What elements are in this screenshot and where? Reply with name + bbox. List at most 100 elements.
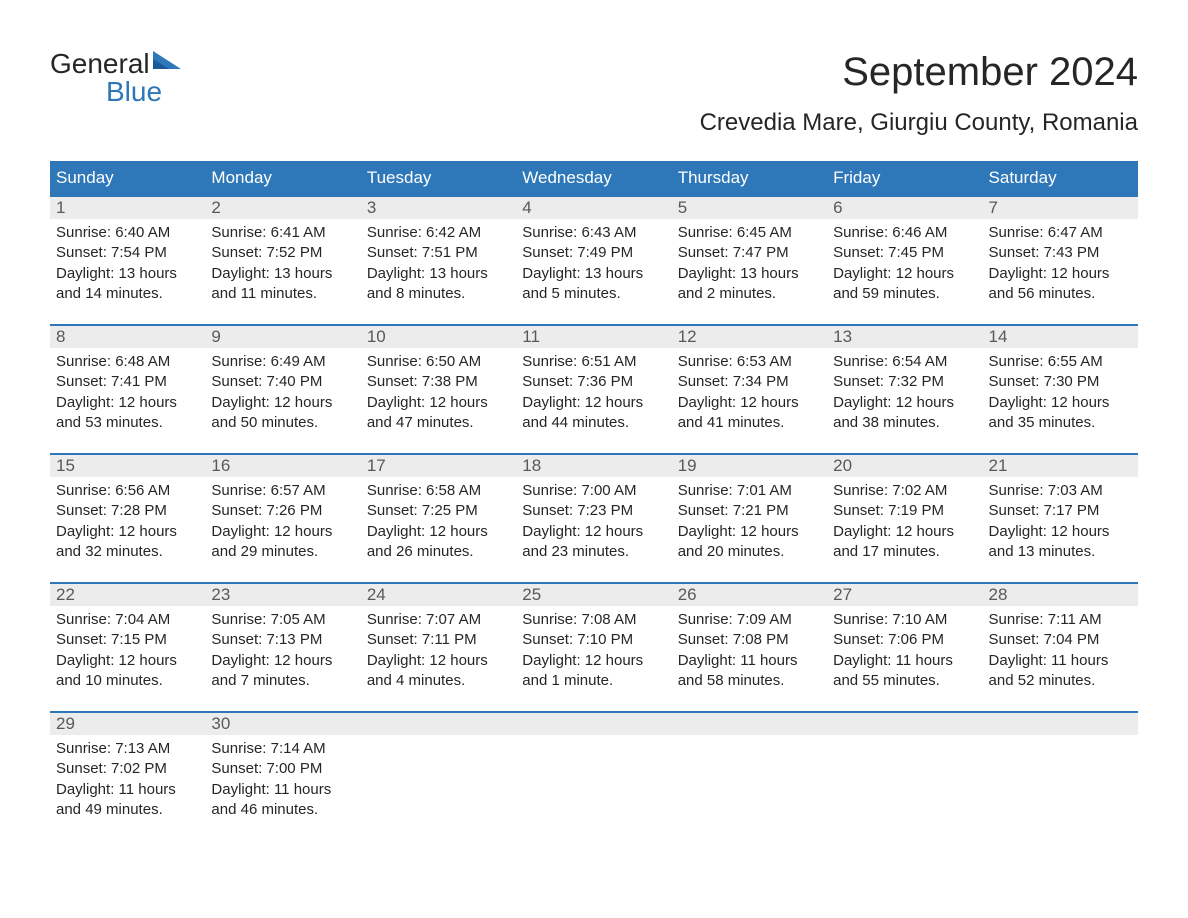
day-body: Sunrise: 7:04 AMSunset: 7:15 PMDaylight:… [50, 606, 205, 695]
daylight-line1: Daylight: 12 hours [56, 651, 199, 671]
flag-icon [153, 50, 185, 78]
dow-friday: Friday [827, 161, 982, 195]
day-of-week-row: Sunday Monday Tuesday Wednesday Thursday… [50, 161, 1138, 195]
daylight-line2: and 1 minute. [522, 671, 665, 691]
day-number: . [672, 713, 827, 735]
day-number: 16 [205, 455, 360, 477]
location: Crevedia Mare, Giurgiu County, Romania [700, 109, 1138, 137]
daylight-line2: and 59 minutes. [833, 284, 976, 304]
day-body: Sunrise: 7:05 AMSunset: 7:13 PMDaylight:… [205, 606, 360, 695]
sunrise-text: Sunrise: 7:03 AM [989, 481, 1132, 501]
sunset-text: Sunset: 7:25 PM [367, 501, 510, 521]
day-number: 10 [361, 326, 516, 348]
sunset-text: Sunset: 7:15 PM [56, 630, 199, 650]
logo-text-bottom: Blue [50, 78, 185, 106]
day-body: Sunrise: 7:09 AMSunset: 7:08 PMDaylight:… [672, 606, 827, 695]
day-body: Sunrise: 6:49 AMSunset: 7:40 PMDaylight:… [205, 348, 360, 437]
day-body: Sunrise: 6:50 AMSunset: 7:38 PMDaylight:… [361, 348, 516, 437]
daylight-line1: Daylight: 12 hours [211, 393, 354, 413]
sunrise-text: Sunrise: 6:57 AM [211, 481, 354, 501]
day-number: . [361, 713, 516, 735]
day-body: Sunrise: 6:54 AMSunset: 7:32 PMDaylight:… [827, 348, 982, 437]
calendar-day: 22Sunrise: 7:04 AMSunset: 7:15 PMDayligh… [50, 584, 205, 695]
daylight-line2: and 10 minutes. [56, 671, 199, 691]
sunrise-text: Sunrise: 6:46 AM [833, 223, 976, 243]
calendar-day: 1Sunrise: 6:40 AMSunset: 7:54 PMDaylight… [50, 197, 205, 308]
daylight-line1: Daylight: 12 hours [367, 651, 510, 671]
calendar-day: 7Sunrise: 6:47 AMSunset: 7:43 PMDaylight… [983, 197, 1138, 308]
daylight-line1: Daylight: 13 hours [678, 264, 821, 284]
sunrise-text: Sunrise: 6:49 AM [211, 352, 354, 372]
sunrise-text: Sunrise: 6:50 AM [367, 352, 510, 372]
sunrise-text: Sunrise: 6:43 AM [522, 223, 665, 243]
daylight-line1: Daylight: 11 hours [56, 780, 199, 800]
day-body: Sunrise: 7:10 AMSunset: 7:06 PMDaylight:… [827, 606, 982, 695]
day-body: Sunrise: 6:42 AMSunset: 7:51 PMDaylight:… [361, 219, 516, 308]
sunrise-text: Sunrise: 7:00 AM [522, 481, 665, 501]
calendar-day: 6Sunrise: 6:46 AMSunset: 7:45 PMDaylight… [827, 197, 982, 308]
daylight-line2: and 41 minutes. [678, 413, 821, 433]
dow-saturday: Saturday [983, 161, 1138, 195]
day-number: 27 [827, 584, 982, 606]
page-header: General Blue September 2024 Crevedia Mar… [50, 50, 1138, 137]
daylight-line2: and 52 minutes. [989, 671, 1132, 691]
daylight-line1: Daylight: 11 hours [211, 780, 354, 800]
sunrise-text: Sunrise: 6:53 AM [678, 352, 821, 372]
day-number: 23 [205, 584, 360, 606]
daylight-line1: Daylight: 13 hours [522, 264, 665, 284]
daylight-line2: and 5 minutes. [522, 284, 665, 304]
calendar-day: . [983, 713, 1138, 824]
day-number: 17 [361, 455, 516, 477]
day-number: 12 [672, 326, 827, 348]
daylight-line1: Daylight: 12 hours [678, 522, 821, 542]
dow-monday: Monday [205, 161, 360, 195]
calendar-day: 14Sunrise: 6:55 AMSunset: 7:30 PMDayligh… [983, 326, 1138, 437]
sunset-text: Sunset: 7:32 PM [833, 372, 976, 392]
day-number: 3 [361, 197, 516, 219]
daylight-line2: and 8 minutes. [367, 284, 510, 304]
day-number: 24 [361, 584, 516, 606]
daylight-line1: Daylight: 12 hours [833, 264, 976, 284]
dow-sunday: Sunday [50, 161, 205, 195]
sunrise-text: Sunrise: 7:13 AM [56, 739, 199, 759]
sunrise-text: Sunrise: 6:51 AM [522, 352, 665, 372]
sunset-text: Sunset: 7:02 PM [56, 759, 199, 779]
daylight-line2: and 46 minutes. [211, 800, 354, 820]
sunrise-text: Sunrise: 7:05 AM [211, 610, 354, 630]
sunset-text: Sunset: 7:00 PM [211, 759, 354, 779]
day-number: 21 [983, 455, 1138, 477]
daylight-line1: Daylight: 12 hours [367, 522, 510, 542]
title-block: September 2024 Crevedia Mare, Giurgiu Co… [700, 50, 1138, 137]
daylight-line2: and 23 minutes. [522, 542, 665, 562]
calendar-day: 20Sunrise: 7:02 AMSunset: 7:19 PMDayligh… [827, 455, 982, 566]
day-number: . [516, 713, 671, 735]
day-number: 19 [672, 455, 827, 477]
daylight-line1: Daylight: 12 hours [522, 393, 665, 413]
daylight-line1: Daylight: 12 hours [833, 522, 976, 542]
day-body: Sunrise: 6:56 AMSunset: 7:28 PMDaylight:… [50, 477, 205, 566]
sunrise-text: Sunrise: 7:09 AM [678, 610, 821, 630]
day-body: Sunrise: 6:48 AMSunset: 7:41 PMDaylight:… [50, 348, 205, 437]
sunset-text: Sunset: 7:43 PM [989, 243, 1132, 263]
sunset-text: Sunset: 7:54 PM [56, 243, 199, 263]
day-number: 20 [827, 455, 982, 477]
calendar-day: 10Sunrise: 6:50 AMSunset: 7:38 PMDayligh… [361, 326, 516, 437]
sunset-text: Sunset: 7:38 PM [367, 372, 510, 392]
day-number: 15 [50, 455, 205, 477]
calendar-day: 9Sunrise: 6:49 AMSunset: 7:40 PMDaylight… [205, 326, 360, 437]
daylight-line2: and 26 minutes. [367, 542, 510, 562]
calendar-week: 22Sunrise: 7:04 AMSunset: 7:15 PMDayligh… [50, 582, 1138, 695]
daylight-line2: and 47 minutes. [367, 413, 510, 433]
daylight-line1: Daylight: 13 hours [367, 264, 510, 284]
sunset-text: Sunset: 7:17 PM [989, 501, 1132, 521]
daylight-line2: and 17 minutes. [833, 542, 976, 562]
daylight-line2: and 44 minutes. [522, 413, 665, 433]
calendar-day: 27Sunrise: 7:10 AMSunset: 7:06 PMDayligh… [827, 584, 982, 695]
daylight-line2: and 58 minutes. [678, 671, 821, 691]
day-number: 2 [205, 197, 360, 219]
day-body: Sunrise: 7:11 AMSunset: 7:04 PMDaylight:… [983, 606, 1138, 695]
daylight-line1: Daylight: 11 hours [678, 651, 821, 671]
daylight-line1: Daylight: 13 hours [211, 264, 354, 284]
day-number: 18 [516, 455, 671, 477]
calendar-day: 11Sunrise: 6:51 AMSunset: 7:36 PMDayligh… [516, 326, 671, 437]
